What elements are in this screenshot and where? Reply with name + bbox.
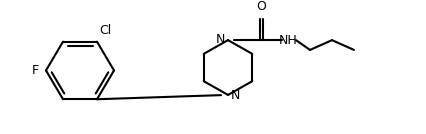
Text: NH: NH — [279, 34, 297, 47]
Text: Cl: Cl — [99, 24, 111, 37]
Text: F: F — [32, 64, 39, 77]
Text: O: O — [256, 0, 266, 13]
Text: N: N — [231, 89, 240, 102]
Text: N: N — [216, 33, 225, 46]
